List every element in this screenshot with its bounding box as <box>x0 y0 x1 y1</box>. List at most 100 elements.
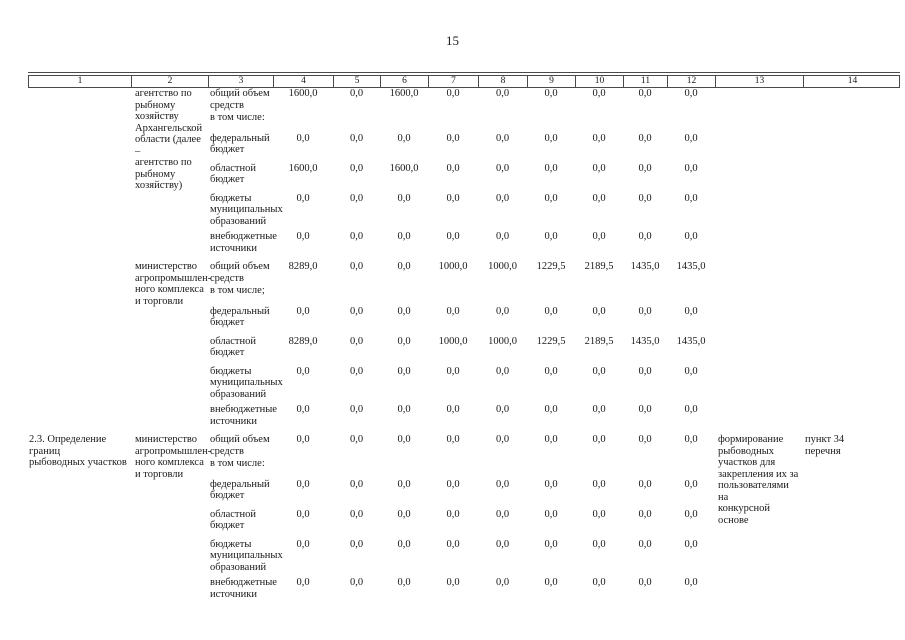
table-top-rule <box>28 72 900 75</box>
funding-type-label: федеральный бюджет <box>210 132 270 156</box>
funding-type-label: в том числе; <box>210 285 265 296</box>
amount-cell: 0,0 <box>592 132 606 144</box>
amount-cell: 8289,0 <box>288 335 318 347</box>
amount-cell: 0,0 <box>446 132 460 144</box>
header-cell: 14 <box>847 76 858 86</box>
amount-cell: 0,0 <box>397 508 411 520</box>
amount-cell: 1435,0 <box>630 261 660 272</box>
amount-cell: 1600,0 <box>389 162 419 174</box>
amount-cell: 0,0 <box>446 88 460 99</box>
header-cell: 1 <box>29 76 132 87</box>
amount-cell: 1000,0 <box>438 335 468 347</box>
amount-cell: 0,0 <box>495 365 510 377</box>
amount-cell: 0,0 <box>544 434 558 445</box>
amount-cell: 0,0 <box>638 478 652 490</box>
funding-type-label: общий объем средств <box>210 261 270 284</box>
amount-cell: 1435,0 <box>676 335 706 347</box>
amount-cell: 0,0 <box>684 478 698 490</box>
amount-cell: 0,0 <box>446 508 460 520</box>
amount-cell: 0,0 <box>638 538 652 550</box>
amount-cell: 0,0 <box>296 478 310 490</box>
table-body: агентство по рыбному хозяйству Архангель… <box>28 88 900 600</box>
amount-cell: 0,0 <box>638 434 652 445</box>
amount-cell: 0,0 <box>296 305 310 317</box>
amount-cell: 1600,0 <box>288 162 318 174</box>
amount-cell: 0,0 <box>684 577 698 588</box>
amount-cell: 0,0 <box>592 538 606 550</box>
amount-cell: 0,0 <box>397 365 411 377</box>
amount-cell: 1000,0 <box>488 261 517 272</box>
amount-cell: 0,0 <box>397 305 411 317</box>
amount-cell: 1229,5 <box>536 261 566 272</box>
table-column-number-header: 1 2 3 4 5 6 7 8 9 10 11 12 13 14 <box>28 75 900 88</box>
amount-cell: 0,0 <box>495 231 510 242</box>
amount-cell: 0,0 <box>544 305 558 317</box>
amount-cell: 0,0 <box>446 404 460 415</box>
program-financing-table: 1 2 3 4 5 6 7 8 9 10 11 12 13 14 агентство по рыбному… <box>28 72 900 607</box>
amount-cell: 0,0 <box>446 305 460 317</box>
amount-cell: 0,0 <box>446 192 460 204</box>
amount-cell: 0,0 <box>296 231 310 242</box>
amount-cell: 0,0 <box>592 434 606 445</box>
funding-type-label: общий объем средств <box>210 88 270 111</box>
amount-cell: 0,0 <box>446 434 460 445</box>
funding-type-label: федеральный бюджет <box>210 478 270 502</box>
amount-cell: 0,0 <box>397 538 411 550</box>
funding-type-label: в том числе: <box>210 458 265 469</box>
amount-cell: 0,0 <box>638 305 652 317</box>
amount-cell: 1000,0 <box>438 261 468 272</box>
amount-cell: 0,0 <box>495 478 510 490</box>
amount-cell: 0,0 <box>349 261 364 272</box>
funding-type-label: внебюджетные источники <box>210 231 277 254</box>
table-block-ministry: министерство агропромышлен- ного комплек… <box>28 261 900 427</box>
amount-cell: 0,0 <box>296 404 310 415</box>
amount-cell: 0,0 <box>349 162 364 174</box>
amount-cell: 0,0 <box>592 162 606 174</box>
funding-type-label: внебюджетные источники <box>210 404 277 427</box>
header-cell: 4 <box>274 76 334 87</box>
amount-cell: 0,0 <box>495 88 510 99</box>
amount-cell: 0,0 <box>397 478 411 490</box>
funding-type-label: в том числе: <box>210 112 265 123</box>
amount-cell: 0,0 <box>446 162 460 174</box>
executor-cell: агентство по рыбному хозяйству Архангель… <box>135 88 203 191</box>
amount-cell: 0,0 <box>592 192 606 204</box>
executor-cell: министерство агропромышлен- ного комплек… <box>135 434 212 480</box>
amount-cell: 0,0 <box>638 162 652 174</box>
amount-cell: 0,0 <box>684 365 698 377</box>
amount-cell: 0,0 <box>544 88 558 99</box>
amount-cell: 0,0 <box>544 162 558 174</box>
amount-cell: 0,0 <box>592 478 606 490</box>
amount-cell: 0,0 <box>296 434 310 445</box>
header-cell: 13 <box>716 76 804 87</box>
amount-cell: 0,0 <box>397 404 411 415</box>
header-cell: 5 <box>334 76 381 87</box>
page-number: 15 <box>446 33 459 48</box>
amount-cell: 0,0 <box>592 508 606 520</box>
header-cell: 6 <box>381 76 429 87</box>
amount-cell: 0,0 <box>349 231 364 242</box>
amount-cell: 0,0 <box>495 162 510 174</box>
amount-cell: 0,0 <box>638 132 652 144</box>
amount-cell: 0,0 <box>296 192 310 204</box>
amount-cell: 0,0 <box>349 192 364 204</box>
amount-cell: 0,0 <box>592 577 606 588</box>
amount-cell: 0,0 <box>638 88 652 99</box>
amount-cell: 0,0 <box>638 577 652 588</box>
amount-cell: 0,0 <box>446 231 460 242</box>
funding-type-label: областной бюджет <box>210 335 256 359</box>
amount-cell: 0,0 <box>544 538 558 550</box>
amount-cell: 0,0 <box>349 88 364 99</box>
amount-cell: 0,0 <box>684 434 698 445</box>
funding-type-label: бюджеты муниципальных образований <box>210 538 283 573</box>
amount-cell: 0,0 <box>638 192 652 204</box>
amount-cell: 0,0 <box>544 577 558 588</box>
amount-cell: 0,0 <box>349 478 364 490</box>
reference-cell: пункт 34 перечня <box>805 434 845 457</box>
amount-cell: 0,0 <box>592 404 606 415</box>
amount-cell: 0,0 <box>397 231 411 242</box>
amount-cell: 0,0 <box>684 404 698 415</box>
amount-cell: 0,0 <box>495 434 510 445</box>
amount-cell: 0,0 <box>446 577 460 588</box>
